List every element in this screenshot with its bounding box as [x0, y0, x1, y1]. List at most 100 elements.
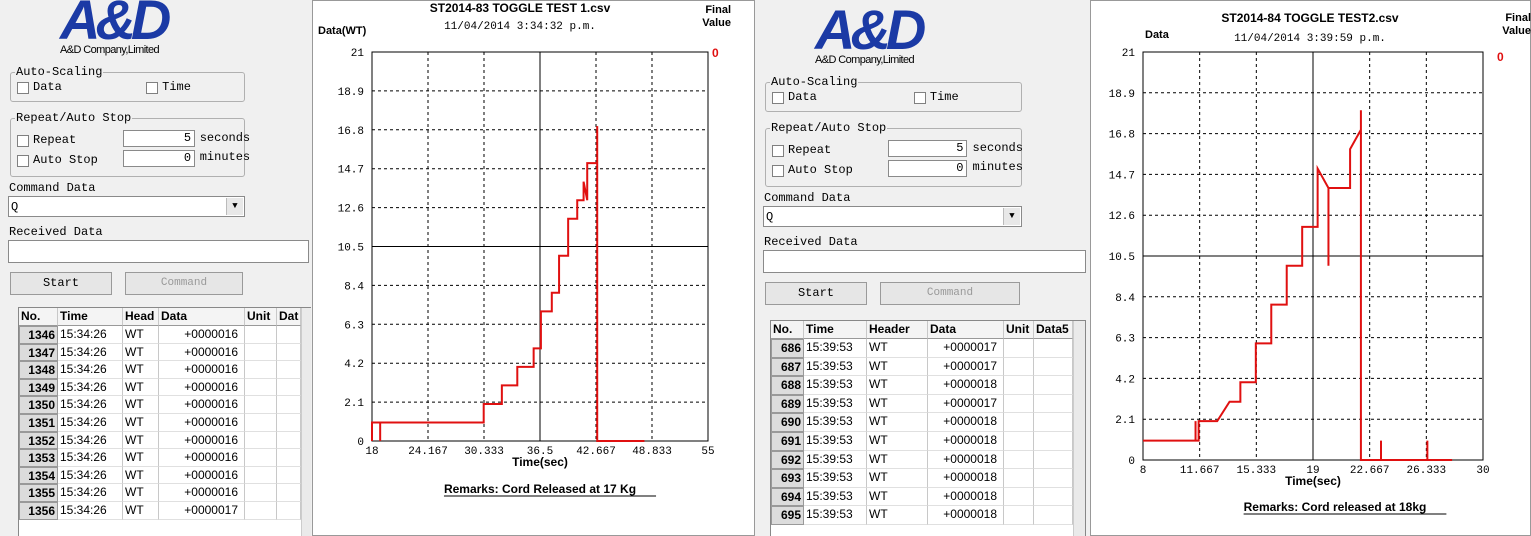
table-cell: 15:34:26	[58, 396, 123, 414]
table-cell	[1004, 450, 1034, 470]
table-cell: +0000018	[928, 487, 1004, 507]
x-axis-label: Time(sec)	[512, 455, 568, 469]
x-tick-label: 18	[365, 446, 378, 458]
y-tick-label: 2.1	[1115, 415, 1135, 427]
y-tick-label: 0	[1128, 456, 1135, 468]
table-cell	[245, 361, 277, 379]
dropdown-button[interactable]: ▼	[1003, 208, 1020, 225]
row-number: 686	[771, 339, 804, 358]
table-cell	[277, 326, 301, 344]
y-tick-label: 16.8	[1109, 130, 1135, 142]
start-button[interactable]: Start	[10, 272, 112, 295]
table-cell: WT	[123, 449, 159, 467]
column-header: Header	[867, 321, 928, 339]
table-cell: WT	[867, 357, 928, 377]
repeat-input[interactable]: 5	[122, 130, 196, 147]
y-tick-label: 8.4	[1115, 293, 1135, 305]
table-cell: +0000017	[928, 357, 1004, 377]
checkbox[interactable]	[146, 82, 159, 94]
final-value-label: Final Value	[1502, 12, 1531, 37]
start-button[interactable]: Start	[765, 282, 867, 305]
row-number: 688	[771, 376, 804, 395]
table-cell: +0000016	[159, 449, 245, 467]
table-cell	[245, 414, 277, 432]
y-tick-label: 6.3	[344, 320, 364, 332]
auto-stop-input[interactable]: 0	[122, 150, 196, 167]
x-tick-label: 30.333	[464, 446, 504, 458]
row-number: 1350	[19, 396, 58, 414]
checkbox[interactable]	[772, 92, 784, 104]
table-cell: +0000016	[159, 326, 245, 344]
y-tick-label: 4.2	[1115, 374, 1135, 386]
unit-label: minutes	[972, 160, 1023, 174]
y-tick-label: 14.7	[338, 165, 364, 177]
company-name: A&D Company,Limited	[815, 54, 915, 66]
column-header: Unit	[1004, 321, 1034, 339]
dropdown-button[interactable]: ▼	[226, 198, 243, 215]
checkbox[interactable]	[913, 92, 926, 104]
x-tick-label: 15.333	[1237, 465, 1277, 477]
table-cell: WT	[867, 506, 928, 525]
x-tick-label: 11.667	[1180, 465, 1220, 477]
command-value: Q	[11, 200, 19, 214]
row-number: 1349	[19, 378, 58, 397]
table-cell	[245, 502, 277, 520]
table-cell: WT	[123, 414, 159, 432]
y-tick-label: 21	[351, 48, 365, 60]
table-cell: +0000017	[928, 394, 1004, 414]
column-header: Head	[123, 308, 159, 326]
scrollbar	[1073, 321, 1085, 536]
y-tick-label: 21	[1122, 48, 1136, 60]
table-cell	[1034, 487, 1073, 507]
x-tick-label: 55	[701, 446, 714, 458]
table-cell: 15:39:53	[804, 394, 867, 414]
chart-subtitle: 11/04/2014 3:34:32 p.m.	[444, 21, 596, 33]
table-cell: 15:34:26	[58, 343, 123, 362]
row-number: 1356	[19, 502, 58, 520]
x-tick-label: 36.5	[527, 446, 553, 458]
table-cell: WT	[867, 339, 928, 358]
checkbox[interactable]	[772, 145, 784, 157]
table-cell: WT	[867, 413, 928, 432]
auto-scaling-group: Auto-Scaling Data Time	[765, 75, 1022, 112]
command-button[interactable]: Command	[880, 282, 1020, 305]
command-select[interactable]: Q ▼	[763, 206, 1022, 227]
table-cell	[1034, 450, 1073, 470]
row-number: 689	[771, 394, 804, 414]
row-number: 1348	[19, 361, 58, 379]
table-cell: +0000016	[159, 466, 245, 485]
command-select[interactable]: Q ▼	[8, 196, 245, 217]
unit-label: seconds	[199, 131, 251, 145]
y-tick-label: 16.8	[338, 126, 364, 138]
row-number: 1351	[19, 414, 58, 432]
table-cell	[245, 343, 277, 362]
checkbox[interactable]	[17, 82, 29, 94]
column-header: Time	[804, 321, 867, 339]
y-tick-label: 2.1	[344, 398, 364, 410]
checkbox[interactable]	[17, 155, 29, 167]
table-cell	[1034, 469, 1073, 488]
table-cell: WT	[123, 361, 159, 379]
final-value: 0	[712, 46, 719, 60]
table-cell: +0000018	[928, 376, 1004, 395]
logo: A&D	[60, 0, 171, 51]
table-cell	[277, 343, 301, 362]
table-cell	[1034, 506, 1073, 525]
table-cell: 15:39:53	[804, 376, 867, 395]
checkbox[interactable]	[17, 135, 29, 147]
table-cell	[277, 361, 301, 379]
x-axis-label: Time(sec)	[1285, 474, 1341, 488]
auto-stop-input[interactable]: 0	[888, 160, 968, 177]
table-cell	[1004, 469, 1034, 488]
column-header: Dat	[277, 308, 301, 326]
checkbox-label: Data	[788, 90, 817, 104]
x-tick-label: 19	[1306, 465, 1319, 477]
repeat-input[interactable]: 5	[888, 140, 968, 157]
table-cell	[277, 449, 301, 467]
table-cell	[1004, 339, 1034, 358]
checkbox[interactable]	[772, 165, 784, 177]
y-tick-label: 18.9	[1109, 89, 1135, 101]
command-button[interactable]: Command	[125, 272, 243, 295]
x-tick-label: 30	[1476, 465, 1489, 477]
